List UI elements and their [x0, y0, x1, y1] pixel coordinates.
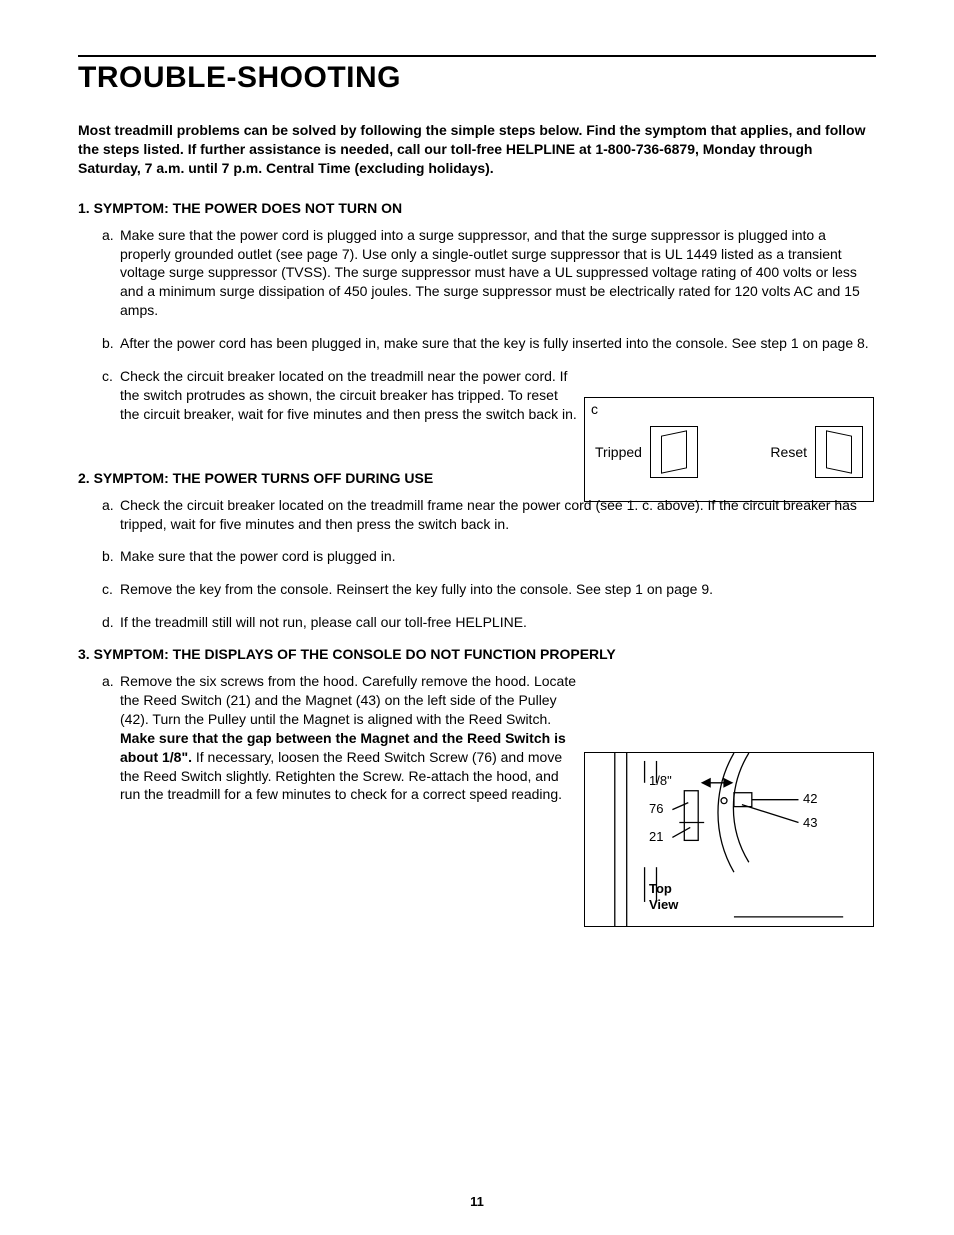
- step-body: Check the circuit breaker located on the…: [120, 367, 580, 424]
- figure-c-label: c: [591, 401, 598, 417]
- figure-reed-switch: 1/8" 76 21 42 43 TopView: [584, 752, 874, 927]
- symptom-2-steps: a. Check the circuit breaker located on …: [78, 496, 876, 632]
- step-letter: c.: [102, 580, 120, 599]
- symptom-3-heading: 3. SYMPTOM: THE DISPLAYS OF THE CONSOLE …: [78, 646, 876, 662]
- step-body: Make sure that the power cord is plugged…: [120, 547, 876, 566]
- step-body: After the power cord has been plugged in…: [120, 334, 876, 353]
- reset-label: Reset: [770, 444, 807, 460]
- step-body: Make sure that the power cord is plugged…: [120, 226, 876, 320]
- step-letter: a.: [102, 496, 120, 534]
- step-letter: b.: [102, 334, 120, 353]
- gap-label: 1/8": [649, 773, 672, 788]
- s2-step-d: d. If the treadmill still will not run, …: [102, 613, 876, 632]
- step-body: Remove the six screws from the hood. Car…: [120, 672, 580, 804]
- symptom-1-heading: 1. SYMPTOM: THE POWER DOES NOT TURN ON: [78, 200, 876, 216]
- page: TROUBLE-SHOOTING Most treadmill problems…: [0, 0, 954, 1235]
- step-letter: a.: [102, 226, 120, 320]
- step-letter: b.: [102, 547, 120, 566]
- part-42-label: 42: [803, 791, 817, 806]
- step-body: If the treadmill still will not run, ple…: [120, 613, 876, 632]
- reset-switch-icon: [815, 426, 863, 478]
- figure-circuit-breaker: c Tripped Reset: [584, 397, 874, 502]
- step-letter: c.: [102, 367, 120, 424]
- s3a-pre: Remove the six screws from the hood. Car…: [120, 673, 576, 727]
- part-43-label: 43: [803, 815, 817, 830]
- step-body: Remove the key from the console. Reinser…: [120, 580, 876, 599]
- part-76-label: 76: [649, 801, 663, 816]
- symptom-1-steps: a. Make sure that the power cord is plug…: [78, 226, 876, 424]
- page-title: TROUBLE-SHOOTING: [78, 61, 876, 95]
- step-letter: d.: [102, 613, 120, 632]
- tripped-label: Tripped: [595, 444, 642, 460]
- intro-paragraph: Most treadmill problems can be solved by…: [78, 121, 876, 178]
- reed-switch-diagram-icon: [585, 753, 873, 927]
- title-rule: [78, 55, 876, 57]
- top-view-label: TopView: [649, 881, 678, 912]
- s1-step-a: a. Make sure that the power cord is plug…: [102, 226, 876, 320]
- figure-c-tripped: Tripped: [595, 426, 698, 478]
- s2-step-b: b. Make sure that the power cord is plug…: [102, 547, 876, 566]
- s1-step-b: b. After the power cord has been plugged…: [102, 334, 876, 353]
- page-number: 11: [0, 1194, 954, 1209]
- figure-c-reset: Reset: [770, 426, 863, 478]
- s2-step-c: c. Remove the key from the console. Rein…: [102, 580, 876, 599]
- tripped-switch-icon: [650, 426, 698, 478]
- part-21-label: 21: [649, 829, 663, 844]
- step-letter: a.: [102, 672, 120, 804]
